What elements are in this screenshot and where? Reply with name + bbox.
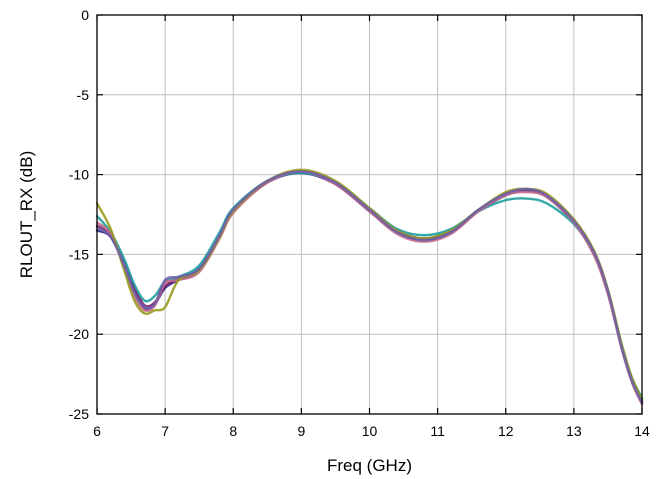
x-tick-label: 13 (566, 423, 582, 439)
x-axis-title: Freq (GHz) (327, 456, 412, 475)
tick-marks (96, 14, 643, 415)
y-tick-labels: 0 -5 -10 -15 -20 -25 (69, 7, 89, 422)
y-tick-label: -5 (77, 87, 90, 103)
grid (96, 14, 643, 415)
series-lines (95, 168, 644, 406)
y-axis-title: RLOUT_RX (dB) (17, 151, 36, 279)
x-tick-label: 12 (498, 423, 514, 439)
series-line-6 (95, 170, 644, 405)
x-tick-label: 8 (229, 423, 237, 439)
x-tick-label: 14 (634, 423, 650, 439)
y-tick-label: 0 (81, 7, 89, 23)
x-tick-label: 7 (161, 423, 169, 439)
x-tick-label: 9 (297, 423, 305, 439)
y-tick-label: -20 (69, 326, 89, 342)
y-tick-label: -25 (69, 406, 89, 422)
x-tick-label: 10 (362, 423, 378, 439)
x-tick-label: 11 (430, 423, 445, 439)
x-tick-label: 6 (93, 423, 101, 439)
y-tick-label: -15 (69, 246, 89, 262)
y-tick-label: -10 (69, 167, 89, 183)
x-tick-labels: 6 7 8 9 10 11 12 13 14 (93, 423, 650, 439)
series-line-4 (95, 170, 644, 406)
